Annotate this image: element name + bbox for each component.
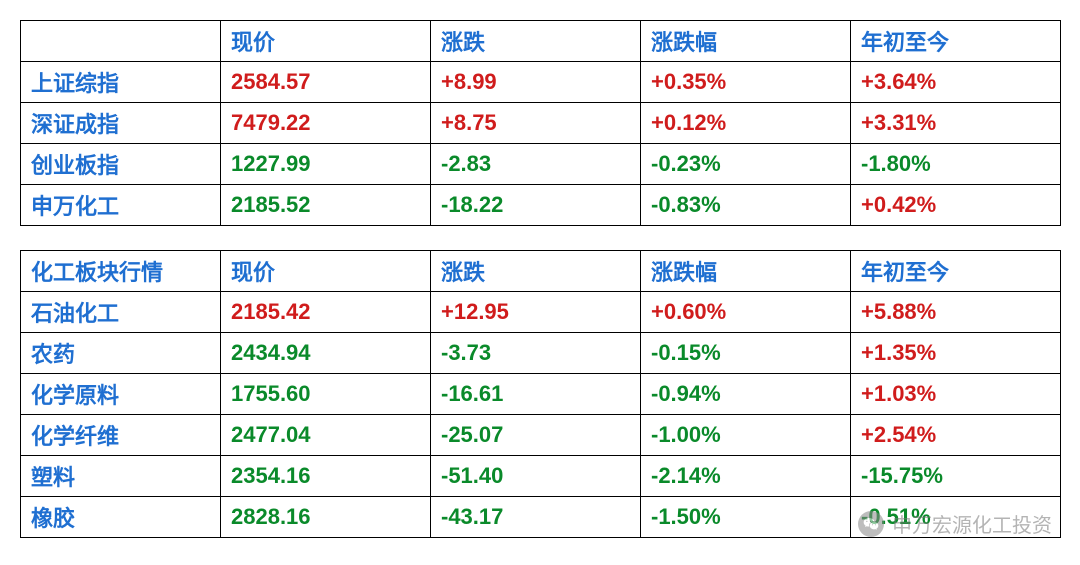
value-cell: -2.14%: [641, 456, 851, 497]
value-cell: 2477.04: [221, 415, 431, 456]
value-cell: 2185.42: [221, 292, 431, 333]
value-cell: -1.50%: [641, 497, 851, 538]
value-cell: -43.17: [431, 497, 641, 538]
col-header: 涨跌: [431, 21, 641, 62]
table-header-row: 化工板块行情 现价 涨跌 涨跌幅 年初至今: [21, 251, 1061, 292]
col-header: 现价: [221, 251, 431, 292]
watermark: 申万宏源化工投资: [858, 509, 1052, 538]
value-cell: +1.03%: [851, 374, 1061, 415]
col-header: 涨跌: [431, 251, 641, 292]
sector-quotes-table: 化工板块行情 现价 涨跌 涨跌幅 年初至今 石油化工2185.42+12.95+…: [20, 250, 1061, 538]
row-label: 上证综指: [21, 62, 221, 103]
value-cell: +8.75: [431, 103, 641, 144]
value-cell: +0.42%: [851, 185, 1061, 226]
value-cell: 2354.16: [221, 456, 431, 497]
col-header: 年初至今: [851, 21, 1061, 62]
table-row: 石油化工2185.42+12.95+0.60%+5.88%: [21, 292, 1061, 333]
table-row: 塑料2354.16-51.40-2.14%-15.75%: [21, 456, 1061, 497]
table-row: 农药2434.94-3.73-0.15%+1.35%: [21, 333, 1061, 374]
value-cell: 7479.22: [221, 103, 431, 144]
value-cell: -2.83: [431, 144, 641, 185]
value-cell: +0.35%: [641, 62, 851, 103]
table-row: 化学原料1755.60-16.61-0.94%+1.03%: [21, 374, 1061, 415]
sector-quotes-body: 石油化工2185.42+12.95+0.60%+5.88%农药2434.94-3…: [21, 292, 1061, 538]
table-header-row: 现价 涨跌 涨跌幅 年初至今: [21, 21, 1061, 62]
value-cell: +3.64%: [851, 62, 1061, 103]
row-label: 农药: [21, 333, 221, 374]
value-cell: 1755.60: [221, 374, 431, 415]
value-cell: -1.80%: [851, 144, 1061, 185]
table-row: 申万化工2185.52-18.22-0.83%+0.42%: [21, 185, 1061, 226]
value-cell: 2828.16: [221, 497, 431, 538]
row-label: 深证成指: [21, 103, 221, 144]
wechat-icon: [858, 511, 884, 537]
table-row: 创业板指1227.99-2.83-0.23%-1.80%: [21, 144, 1061, 185]
index-quotes-body: 上证综指2584.57+8.99+0.35%+3.64%深证成指7479.22+…: [21, 62, 1061, 226]
col-header: 年初至今: [851, 251, 1061, 292]
value-cell: +3.31%: [851, 103, 1061, 144]
value-cell: -51.40: [431, 456, 641, 497]
value-cell: 1227.99: [221, 144, 431, 185]
index-quotes-table: 现价 涨跌 涨跌幅 年初至今 上证综指2584.57+8.99+0.35%+3.…: [20, 20, 1061, 226]
value-cell: -18.22: [431, 185, 641, 226]
value-cell: +12.95: [431, 292, 641, 333]
row-label: 申万化工: [21, 185, 221, 226]
value-cell: +0.60%: [641, 292, 851, 333]
col-header: 涨跌幅: [641, 21, 851, 62]
row-label: 创业板指: [21, 144, 221, 185]
value-cell: -25.07: [431, 415, 641, 456]
value-cell: 2584.57: [221, 62, 431, 103]
value-cell: -16.61: [431, 374, 641, 415]
value-cell: -0.15%: [641, 333, 851, 374]
col-header: [21, 21, 221, 62]
value-cell: -15.75%: [851, 456, 1061, 497]
table-row: 深证成指7479.22+8.75+0.12%+3.31%: [21, 103, 1061, 144]
table-row: 上证综指2584.57+8.99+0.35%+3.64%: [21, 62, 1061, 103]
row-label: 橡胶: [21, 497, 221, 538]
table-row: 化学纤维2477.04-25.07-1.00%+2.54%: [21, 415, 1061, 456]
watermark-text: 申万宏源化工投资: [892, 509, 1052, 538]
value-cell: -0.23%: [641, 144, 851, 185]
value-cell: -1.00%: [641, 415, 851, 456]
value-cell: -0.83%: [641, 185, 851, 226]
value-cell: 2185.52: [221, 185, 431, 226]
col-header: 涨跌幅: [641, 251, 851, 292]
value-cell: -0.94%: [641, 374, 851, 415]
row-label: 化学纤维: [21, 415, 221, 456]
value-cell: +1.35%: [851, 333, 1061, 374]
value-cell: +0.12%: [641, 103, 851, 144]
value-cell: 2434.94: [221, 333, 431, 374]
col-header: 现价: [221, 21, 431, 62]
value-cell: +2.54%: [851, 415, 1061, 456]
value-cell: +5.88%: [851, 292, 1061, 333]
row-label: 塑料: [21, 456, 221, 497]
value-cell: -3.73: [431, 333, 641, 374]
value-cell: +8.99: [431, 62, 641, 103]
col-header: 化工板块行情: [21, 251, 221, 292]
row-label: 化学原料: [21, 374, 221, 415]
row-label: 石油化工: [21, 292, 221, 333]
